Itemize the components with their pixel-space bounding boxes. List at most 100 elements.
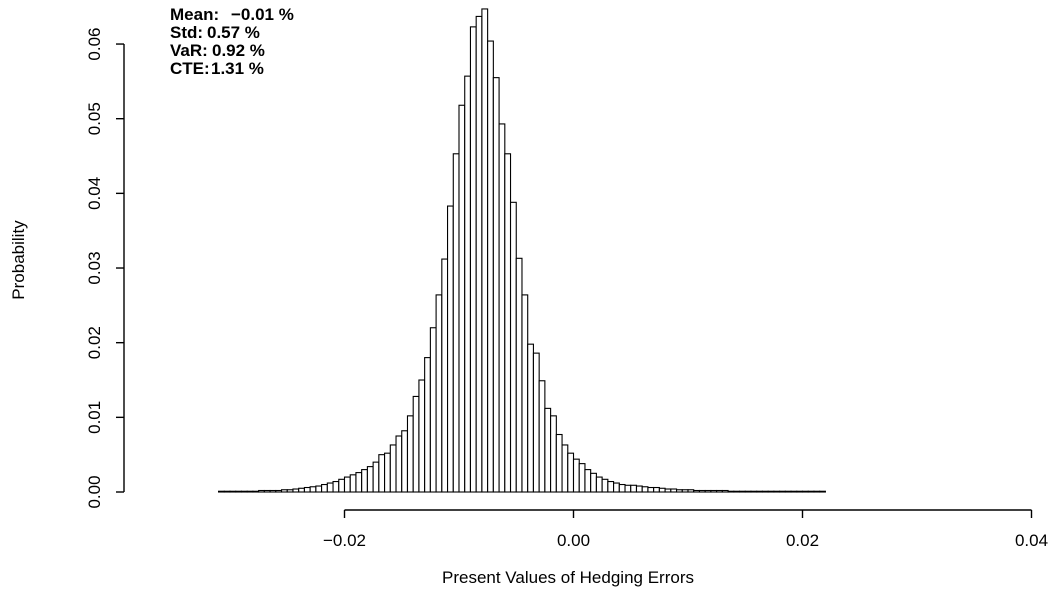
histogram-bar [704,489,712,493]
histogram-bar [687,489,695,493]
x-tick-label: 0.02 [786,531,819,550]
histogram-bar [813,490,821,493]
histogram-bar [269,489,277,493]
histogram-bar [435,294,443,493]
histogram-bar [641,486,649,493]
histogram-bar [321,483,328,493]
histogram-bar [446,205,454,493]
y-tick-label: 0.01 [85,401,104,434]
histogram-bar [561,444,569,493]
histogram-bar [624,484,632,493]
histogram-bar [819,490,826,493]
y-axis: 0.00 0.01 0.02 0.03 0.04 0.05 0.06 [85,27,125,509]
stat-var-label: VaR: [170,41,208,60]
histogram-bar [807,490,815,493]
histogram-bar [784,490,792,493]
histogram-bar [361,469,368,493]
histogram-bar [790,490,798,493]
histogram-bar [515,257,523,493]
histogram-bar [578,463,586,493]
histogram-bar [458,104,466,493]
histogram-bar [796,490,804,493]
histogram-bar [710,489,718,493]
histogram-bar [338,478,346,493]
histogram-bar [504,153,512,493]
histogram-bar [229,490,237,493]
histogram-bar [647,486,655,493]
y-tick-label: 0.06 [85,27,104,60]
histogram-bar [532,352,540,493]
histogram-bar [343,476,351,493]
histogram-bar [613,482,620,493]
histogram-bar [464,75,472,493]
histogram-bar [567,452,575,493]
histogram-bars [218,8,826,493]
histogram-bar [544,407,552,493]
histogram-bar [452,153,460,493]
y-tick-label: 0.04 [85,177,104,210]
histogram-bar [395,435,403,493]
histogram-bar [509,201,517,493]
histogram-bar [607,480,615,493]
histogram-bar [401,430,409,493]
y-tick-label: 0.03 [85,251,104,284]
summary-statistics: Mean: −0.01 % Std: 0.57 % VaR: 0.92 % CT… [170,5,294,78]
histogram-bar [801,490,809,493]
histogram-bar [773,490,781,493]
y-axis-title: Probability [9,220,28,300]
x-axis: −0.02 0.00 0.02 0.04 [323,509,1048,550]
histogram-bar [527,343,534,493]
histogram-bar [670,488,678,493]
stat-std-value: 0.57 % [207,23,260,42]
histogram-bar [218,490,225,493]
histogram-bar [315,485,323,493]
histogram-bar [618,483,626,493]
histogram-bar [372,461,380,493]
y-tick-label: 0.02 [85,326,104,359]
histogram-bar [240,490,248,493]
histogram-bar [767,490,775,493]
histogram-bar [441,258,449,493]
histogram-bar [744,490,752,493]
histogram-bar [590,472,597,493]
stat-mean-label: Mean: [170,5,219,24]
histogram-bar [406,415,414,493]
histogram-bar [635,485,643,493]
histogram-bar [258,489,265,493]
histogram-bar [555,433,563,493]
histogram-bar [481,8,489,493]
histogram-bar [595,476,603,493]
histogram-bar [309,486,317,493]
stat-std-label: Std: [170,23,203,42]
histogram-bar [721,489,729,493]
histogram-bar [601,478,609,493]
histogram-bar [738,490,746,493]
histogram-bar [475,15,483,493]
histogram-bar [572,458,580,493]
histogram-bar [384,452,391,493]
histogram-bar [469,26,477,493]
histogram-bar [681,489,689,493]
histogram-bar [303,486,311,493]
histogram-bar [412,395,420,493]
histogram-bar [492,77,500,493]
histogram-bar [263,489,271,493]
histogram-bar [286,489,294,493]
histogram-bar [429,327,437,493]
histogram-bar [349,474,357,493]
histogram-bar [366,466,374,493]
histogram-bar [779,490,786,493]
stat-cte-value: 1.31 % [211,59,264,78]
histogram-bar [693,489,701,493]
histogram-bar [246,490,254,493]
histogram-bar [275,489,283,493]
histogram-bar [761,490,769,493]
x-tick-label: −0.02 [323,531,366,550]
histogram-bar [292,488,300,493]
histogram-bar [252,490,260,493]
stat-var-value: 0.92 % [212,41,265,60]
x-tick-label: 0.04 [1015,531,1048,550]
histogram-bar [389,444,397,493]
stat-mean-value: −0.01 % [231,5,294,24]
